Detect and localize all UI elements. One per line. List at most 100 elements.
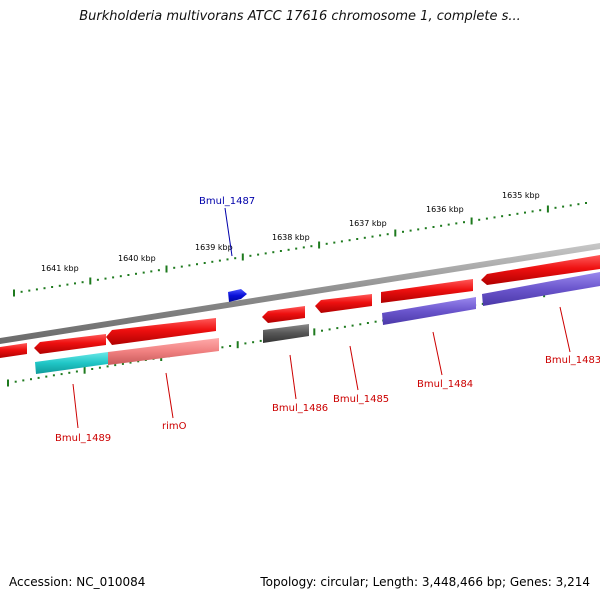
gene-block-red-rimO-region[interactable] (106, 318, 216, 345)
minor-tick (287, 248, 290, 251)
minor-tick (259, 339, 262, 342)
annotation-block-gray[interactable] (263, 324, 309, 343)
major-tick (236, 341, 239, 349)
minor-tick (478, 218, 481, 221)
minor-tick (325, 242, 328, 245)
minor-tick (272, 251, 275, 254)
minor-tick (142, 271, 145, 274)
minor-tick (98, 366, 101, 369)
minor-tick (137, 360, 140, 363)
minor-tick (81, 281, 84, 284)
minor-tick (264, 252, 267, 255)
annotation-block-pink[interactable] (108, 338, 219, 365)
minor-tick (129, 361, 132, 364)
minor-tick (463, 221, 465, 224)
gene-block-red-1485[interactable] (315, 294, 372, 313)
leader-line-rimo (165, 372, 174, 419)
minor-tick (91, 368, 94, 370)
minor-tick (508, 214, 511, 216)
minor-tick (51, 286, 54, 288)
major-tick (318, 241, 321, 249)
minor-tick (188, 264, 191, 267)
gene-label-bmul-1487[interactable]: Bmul_1487 (199, 196, 255, 207)
minor-tick (485, 217, 488, 220)
gene-block-red-1483[interactable] (481, 255, 600, 285)
minor-tick (386, 233, 389, 236)
gene-block-red-1489-region[interactable] (34, 334, 106, 354)
minor-tick (74, 282, 76, 285)
gene-label-bmul-1489[interactable]: Bmul_1489 (55, 433, 111, 444)
leader-line-bmul-1483 (559, 306, 571, 353)
minor-tick (351, 324, 354, 327)
minor-tick (66, 283, 69, 286)
minor-tick (569, 204, 572, 207)
minor-tick (374, 320, 377, 323)
minor-tick (432, 226, 435, 228)
minor-tick (52, 374, 55, 377)
gene-block-red-1484[interactable] (381, 279, 473, 303)
minor-tick (447, 223, 450, 226)
annotation-block-purple-1483[interactable] (482, 272, 600, 306)
minor-tick (359, 323, 362, 326)
chromosome-backbone (0, 243, 600, 344)
minor-tick (104, 277, 107, 280)
leader-line-bmul-1485 (349, 345, 359, 391)
minor-tick (343, 325, 346, 328)
minor-tick (440, 224, 443, 227)
minor-tick (218, 259, 221, 262)
gene-block-blue-1487[interactable] (228, 289, 247, 302)
gene-label-bmul-1486[interactable]: Bmul_1486 (272, 403, 328, 414)
annotation-block-cyan[interactable] (35, 352, 108, 374)
outer-scale-ticks (13, 202, 587, 297)
major-tick (470, 217, 473, 225)
minor-tick (295, 247, 298, 250)
minor-tick (112, 276, 115, 279)
minor-tick (211, 260, 214, 263)
minor-tick (121, 362, 124, 365)
kbp-label: 1635 kbp (502, 191, 540, 200)
minor-tick (501, 215, 504, 218)
minor-tick (539, 209, 542, 212)
major-tick (394, 229, 397, 237)
minor-tick (379, 234, 382, 237)
minor-tick (221, 346, 224, 349)
kbp-label: 1638 kbp (272, 233, 310, 242)
minor-tick (45, 375, 48, 378)
minor-tick (328, 328, 331, 331)
major-tick (313, 328, 316, 336)
minor-tick (321, 329, 323, 332)
annotation-block-purple-1484[interactable] (382, 297, 476, 325)
gene-label-bmul-1483[interactable]: Bmul_1483 (545, 355, 600, 366)
major-tick (89, 277, 92, 285)
major-tick (13, 289, 15, 297)
gene-block-red-partial[interactable] (0, 343, 27, 358)
minor-tick (234, 257, 237, 260)
minor-tick (35, 288, 38, 291)
kbp-label: 1641 kbp (41, 264, 79, 273)
minor-tick (114, 364, 117, 367)
minor-tick (302, 246, 305, 249)
minor-tick (30, 378, 32, 381)
minor-tick (106, 365, 109, 368)
minor-tick (135, 272, 137, 275)
minor-tick (68, 371, 71, 374)
minor-tick (516, 212, 519, 215)
minor-tick (279, 250, 282, 252)
minor-tick (424, 227, 427, 230)
major-tick (165, 265, 168, 273)
minor-tick (22, 379, 25, 382)
minor-tick (524, 211, 526, 214)
minor-tick (37, 376, 40, 379)
minor-tick (119, 275, 122, 278)
major-tick (83, 366, 86, 374)
minor-tick (585, 202, 587, 204)
gene-label-bmul-1485[interactable]: Bmul_1485 (333, 394, 389, 405)
gene-label-bmul-1484[interactable]: Bmul_1484 (417, 379, 473, 390)
minor-tick (226, 258, 229, 261)
gene-block-red-1486[interactable] (262, 306, 305, 323)
minor-tick (348, 239, 351, 242)
gene-label-rimo[interactable]: rimO (162, 421, 187, 432)
minor-tick (58, 284, 61, 287)
minor-tick (310, 245, 313, 248)
